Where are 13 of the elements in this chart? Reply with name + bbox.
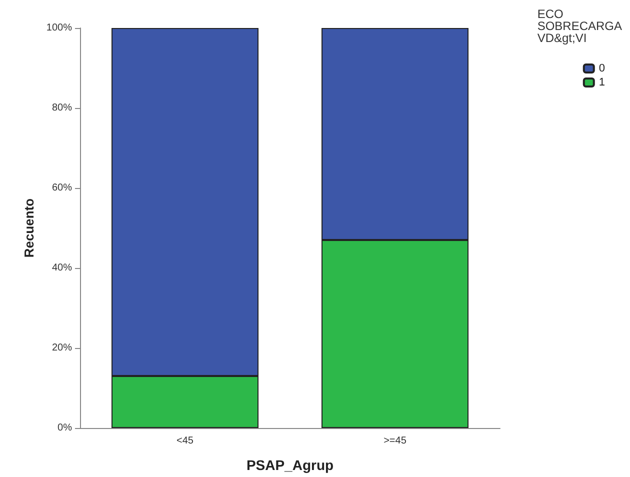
y-tick-label: 0%: [58, 422, 72, 434]
y-tick-label: 20%: [52, 342, 72, 354]
y-tick-label: 40%: [52, 262, 72, 274]
y-tick-label: 100%: [46, 22, 72, 34]
x-axis-title: PSAP_Agrup: [246, 457, 334, 473]
legend-label: 1: [598, 76, 606, 88]
legend-label: 0: [598, 62, 606, 74]
y-tick-label: 80%: [52, 102, 72, 114]
x-tick-label: <45: [176, 436, 194, 446]
legend-title: ECO SOBRECARGA VD&gt;VI: [537, 7, 622, 45]
y-tick-label: 60%: [52, 182, 72, 194]
y-axis-title: Recuento: [22, 198, 37, 258]
x-tick-label: >=45: [384, 436, 407, 446]
